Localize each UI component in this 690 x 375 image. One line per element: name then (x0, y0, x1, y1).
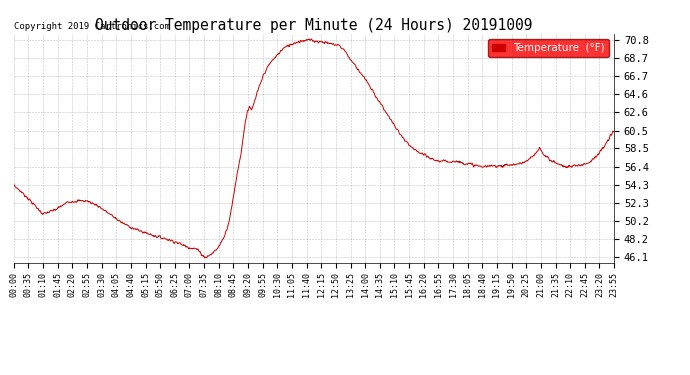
Text: Copyright 2019 Cartronics.com: Copyright 2019 Cartronics.com (14, 22, 170, 32)
Title: Outdoor Temperature per Minute (24 Hours) 20191009: Outdoor Temperature per Minute (24 Hours… (95, 18, 533, 33)
Legend: Temperature  (°F): Temperature (°F) (488, 39, 609, 57)
